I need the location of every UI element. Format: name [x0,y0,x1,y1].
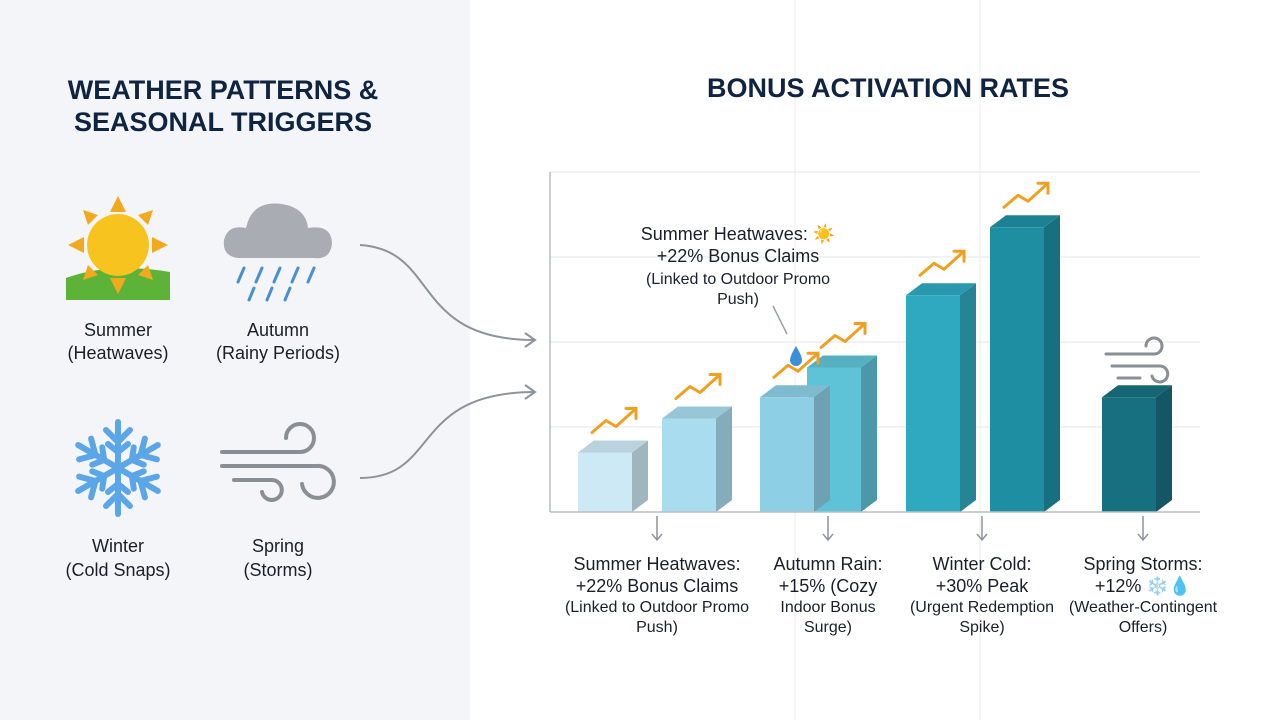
bar-front [990,227,1044,512]
caption: Surge) [804,619,852,636]
season-detail: (Rainy Periods) [216,343,340,363]
season-name: Autumn [247,320,309,340]
caption: Push) [636,619,678,636]
annotation-pointer [772,305,788,335]
season-name: Winter [92,536,144,556]
bar-side [716,406,732,512]
bar [906,283,976,512]
bar-front [906,295,960,512]
caption: +30% Peak [936,576,1030,596]
trend-arrow-head [806,351,820,365]
trend-arrow-head [853,322,867,335]
trend-arrow [674,373,722,400]
trend-arrow-head [624,407,638,420]
bar-front [760,397,814,512]
caption-pointer-head [651,533,663,542]
bar-side [861,355,877,512]
bar-top [1102,385,1172,398]
caption: (Urgent Redemption [910,599,1054,616]
snowflake-icon [72,419,164,514]
caption-pointer-head [822,533,834,542]
bar-front [1102,397,1156,512]
season-detail: (Storms) [244,560,313,580]
caption-pointer-head [976,533,988,542]
bar-top [662,406,732,419]
trend-arrow-head [952,249,966,263]
trend-arrow-head [1036,181,1050,195]
caption: Autumn Rain: [773,554,882,574]
bar-front [578,452,632,512]
caption: Spring Storms: [1083,554,1202,574]
trend-arrow [1002,181,1050,209]
annotation: Push) [717,291,759,308]
trend-arrow-head [708,373,722,386]
bar [990,215,1060,512]
caption: Summer Heatwaves: [573,554,740,574]
bar-side [960,283,976,512]
bar [760,385,830,512]
bar-side [632,440,648,512]
wind-icon [220,422,336,502]
caption: (Linked to Outdoor Promo [565,599,749,616]
caption: Winter Cold: [932,554,1031,574]
bar-top [906,283,976,296]
wind-icon-small [1104,336,1170,384]
annotation: Summer Heatwaves: ☀️ [641,223,835,245]
trend-arrow [819,322,867,349]
chart-title: BONUS ACTIVATION RATES [707,73,1069,103]
bar-front [662,418,716,512]
trend-arrow [590,407,638,434]
bar-side [1044,215,1060,512]
bar-top [807,355,877,368]
caption-pointer-head [1137,533,1149,542]
trend-arrow [918,249,966,277]
bar [662,406,732,512]
season-detail: (Heatwaves) [67,343,168,363]
left-panel [0,0,470,720]
bar-side [1156,385,1172,512]
season-name: Spring [252,536,304,556]
sun-icon [66,196,170,300]
bar-top [578,440,648,453]
connectors [359,244,537,479]
caption: (Weather-Contingent [1069,599,1218,616]
annotation: +22% Bonus Claims [657,246,820,266]
caption: +15% (Cozy [779,576,878,596]
left-title: SEASONAL TRIGGERS [74,107,372,137]
bar [578,440,648,512]
left-title: WEATHER PATTERNS & [68,75,379,105]
caption: +12% ❄️💧 [1095,575,1191,596]
bar-top [990,215,1060,228]
annotation: (Linked to Outdoor Promo [646,271,830,288]
bar-top [760,385,830,398]
bar-side [814,385,830,512]
caption: Indoor Bonus [780,599,875,616]
caption: Offers) [1119,619,1168,636]
rain-cloud-icon [223,203,332,302]
trend-arrow [772,351,820,379]
bar [1102,385,1172,512]
drop-icon [790,346,802,366]
season-detail: (Cold Snaps) [65,560,170,580]
caption: +22% Bonus Claims [576,576,739,596]
season-name: Summer [84,320,152,340]
caption: Spike) [959,619,1004,636]
chart: Summer Heatwaves: ☀️+22% Bonus Claims(Li… [549,171,1218,636]
